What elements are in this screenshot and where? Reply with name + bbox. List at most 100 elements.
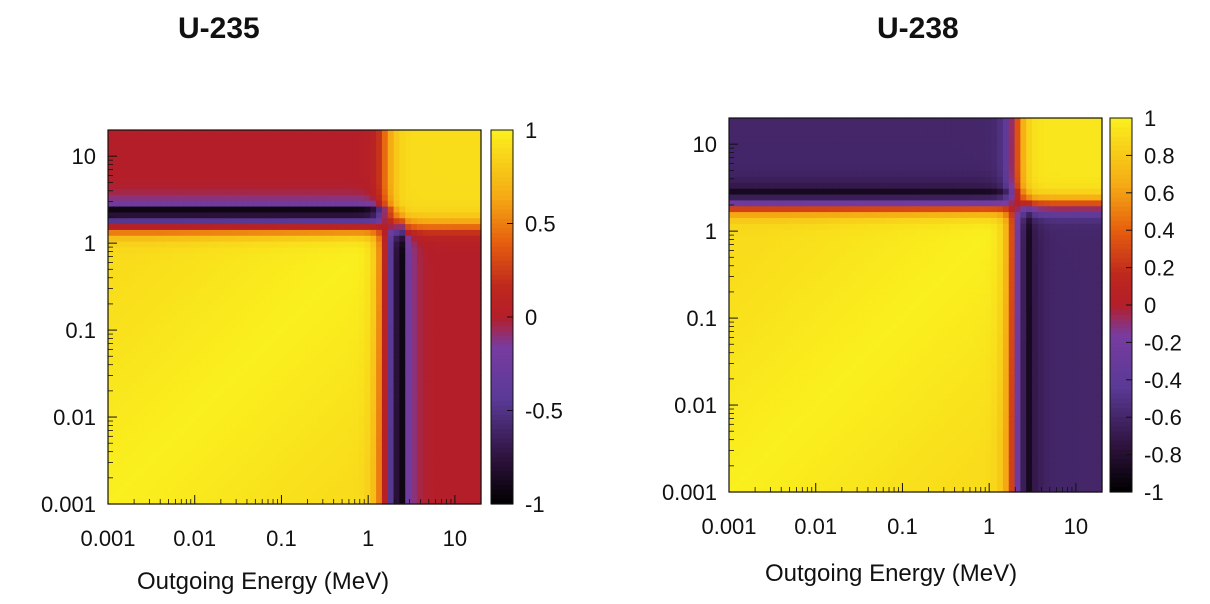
- heatmap-cell: [729, 380, 736, 388]
- heatmap-cell: [195, 200, 202, 207]
- heatmap-cell: [399, 252, 406, 260]
- heatmap-cell: [405, 422, 412, 429]
- heatmap-cell: [763, 205, 771, 213]
- heatmap-cell: [446, 398, 453, 406]
- heatmap-cell: [752, 252, 759, 259]
- heatmap-cell: [294, 205, 301, 213]
- heatmap-cell: [247, 130, 255, 137]
- heatmap-cell: [416, 322, 424, 330]
- heatmap-cell: [346, 404, 354, 412]
- heatmap-cell: [177, 422, 185, 429]
- heatmap-cell: [341, 428, 348, 435]
- heatmap-cell: [224, 317, 231, 324]
- heatmap-cell: [329, 229, 336, 236]
- heatmap-cell: [282, 311, 290, 318]
- heatmap-cell: [781, 410, 788, 417]
- heatmap-cell: [399, 165, 406, 172]
- heatmap-cell: [775, 410, 783, 417]
- heatmap-cell: [758, 363, 765, 370]
- heatmap-cell: [224, 276, 231, 283]
- heatmap-cell: [311, 264, 319, 271]
- heatmap-cell: [189, 375, 197, 382]
- heatmap-cell: [311, 153, 319, 160]
- heatmap-cell: [311, 235, 319, 242]
- heatmap-cell: [440, 445, 447, 452]
- heatmap-cell: [428, 468, 435, 476]
- heatmap-cell: [475, 182, 482, 190]
- heatmap-cell: [358, 375, 366, 382]
- heatmap-cell: [729, 269, 736, 277]
- heatmap-cell: [189, 439, 197, 447]
- colorbar-segment: [491, 242, 513, 248]
- colorbar-segment: [491, 429, 513, 435]
- heatmap-cell: [416, 352, 424, 359]
- heatmap-cell: [113, 258, 121, 265]
- heatmap-cell: [218, 492, 226, 499]
- heatmap-cell: [335, 217, 342, 225]
- heatmap-cell: [752, 486, 759, 493]
- heatmap-cell: [148, 439, 156, 447]
- heatmap-cell: [752, 445, 759, 452]
- heatmap-cell: [758, 486, 765, 493]
- heatmap-cell: [189, 346, 197, 353]
- heatmap-cell: [763, 316, 771, 324]
- heatmap-cell: [300, 170, 307, 178]
- heatmap-cell: [300, 153, 307, 160]
- heatmap-cell: [752, 153, 759, 160]
- heatmap-cell: [160, 258, 167, 265]
- heatmap-cell: [247, 293, 255, 301]
- heatmap-cell: [177, 375, 185, 382]
- heatmap-cell: [288, 422, 296, 429]
- heatmap-cell: [335, 322, 342, 330]
- heatmap-cell: [265, 147, 272, 154]
- heatmap-cell: [769, 398, 777, 405]
- heatmap-cell: [451, 153, 459, 160]
- heatmap-cell: [288, 410, 296, 417]
- heatmap-cell: [236, 439, 243, 447]
- heatmap-cell: [352, 194, 360, 201]
- heatmap-cell: [446, 176, 453, 184]
- heatmap-cell: [160, 311, 167, 318]
- heatmap-cell: [758, 427, 765, 435]
- heatmap-cell: [769, 258, 777, 265]
- heatmap-cell: [160, 241, 167, 248]
- heatmap-cell: [242, 398, 249, 406]
- heatmap-cell: [323, 211, 331, 219]
- colorbar-segment: [491, 274, 513, 281]
- heatmap-cell: [734, 456, 742, 464]
- heatmap-cell: [271, 299, 278, 306]
- heatmap-cell: [381, 305, 389, 312]
- heatmap-cell: [172, 404, 179, 412]
- heatmap-cell: [370, 463, 377, 470]
- heatmap-cell: [758, 392, 765, 400]
- heatmap-cell: [734, 264, 742, 271]
- heatmap-cell: [212, 346, 220, 353]
- heatmap-cell: [352, 357, 360, 365]
- heatmap-cell: [311, 229, 319, 236]
- heatmap-cell: [352, 135, 360, 143]
- heatmap-cell: [393, 340, 401, 347]
- heatmap-cell: [125, 159, 132, 166]
- heatmap-cell: [393, 200, 401, 207]
- heatmap-cell: [288, 445, 296, 452]
- heatmap-cell: [311, 194, 319, 201]
- heatmap-cell: [463, 398, 470, 406]
- heatmap-cell: [428, 433, 435, 441]
- heatmap-cell: [142, 229, 150, 236]
- heatmap-cell: [207, 205, 214, 213]
- heatmap-cell: [201, 439, 208, 447]
- heatmap-cell: [346, 153, 354, 160]
- heatmap-cell: [265, 182, 272, 190]
- heatmap-cell: [288, 182, 296, 190]
- heatmap-cell: [463, 170, 470, 178]
- heatmap-cell: [787, 480, 794, 487]
- heatmap-cell: [364, 182, 371, 190]
- heatmap-cell: [440, 480, 447, 488]
- heatmap-cell: [142, 305, 150, 312]
- heatmap-cell: [247, 433, 255, 441]
- heatmap-cell: [787, 380, 794, 388]
- heatmap-cell: [405, 457, 412, 464]
- heatmap-cell: [376, 305, 383, 312]
- heatmap-cell: [113, 287, 121, 295]
- heatmap-cell: [475, 130, 482, 137]
